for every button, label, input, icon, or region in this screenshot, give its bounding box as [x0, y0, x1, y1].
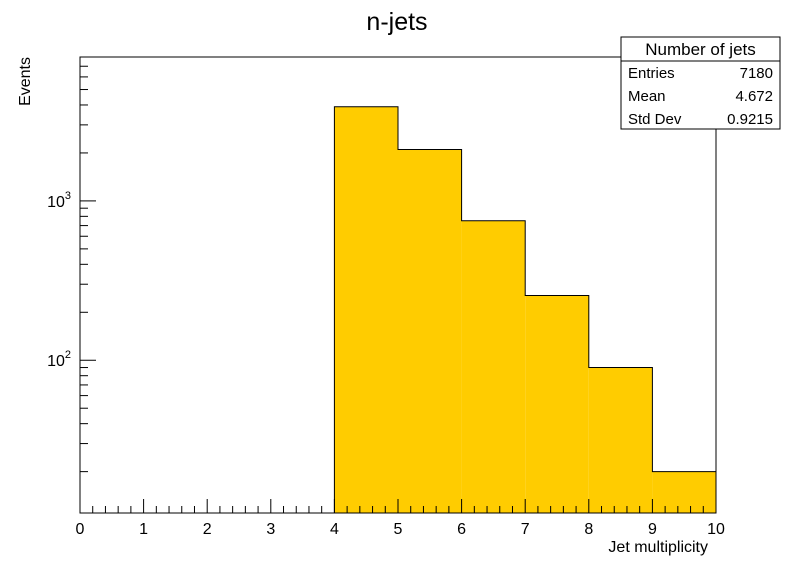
histogram-bar [588, 367, 653, 513]
stats-row-value: 0.9215 [727, 111, 773, 128]
x-tick-label: 0 [76, 521, 85, 538]
x-tick-label: 3 [266, 521, 275, 538]
stats-box-border [620, 36, 781, 130]
histogram-bars [333, 106, 717, 513]
x-tick-label: 7 [521, 521, 530, 538]
y-tick-label: 102 [47, 349, 71, 370]
y-tick-label: 103 [47, 190, 71, 211]
chart-title: n-jets [366, 8, 427, 36]
histogram-outline [333, 106, 717, 513]
x-tick-label: 4 [330, 521, 339, 538]
x-tick-label: 1 [139, 521, 148, 538]
x-tick-label: 5 [394, 521, 403, 538]
x-tick-label: 2 [203, 521, 212, 538]
y-axis-label: Events [17, 57, 34, 106]
histogram-bar [461, 220, 526, 513]
stats-box: Number of jets Entries 7180 Mean 4.672 Std De… [620, 36, 781, 130]
stats-row-value: 4.672 [735, 88, 773, 105]
histogram-bar [334, 106, 398, 513]
stats-row-label: Entries [628, 65, 675, 82]
x-tick-label: 8 [584, 521, 593, 538]
stats-row-label: Std Dev [628, 111, 682, 128]
stats-box-title: Number of jets [645, 40, 756, 59]
stats-row-value: 7180 [740, 65, 773, 82]
x-tick-label: 9 [648, 521, 657, 538]
y-axis-ticks: 103 102 [47, 56, 96, 473]
x-tick-label: 6 [457, 521, 466, 538]
x-axis-ticks: 0 1 2 3 4 5 6 7 8 9 10 [76, 499, 725, 538]
stats-row-label: Mean [628, 88, 666, 105]
histogram-bar [652, 471, 716, 513]
histogram-bar [525, 295, 589, 513]
histogram-bar [398, 149, 462, 513]
x-tick-label: 10 [707, 521, 725, 538]
x-axis-label: Jet multiplicity [608, 539, 708, 556]
